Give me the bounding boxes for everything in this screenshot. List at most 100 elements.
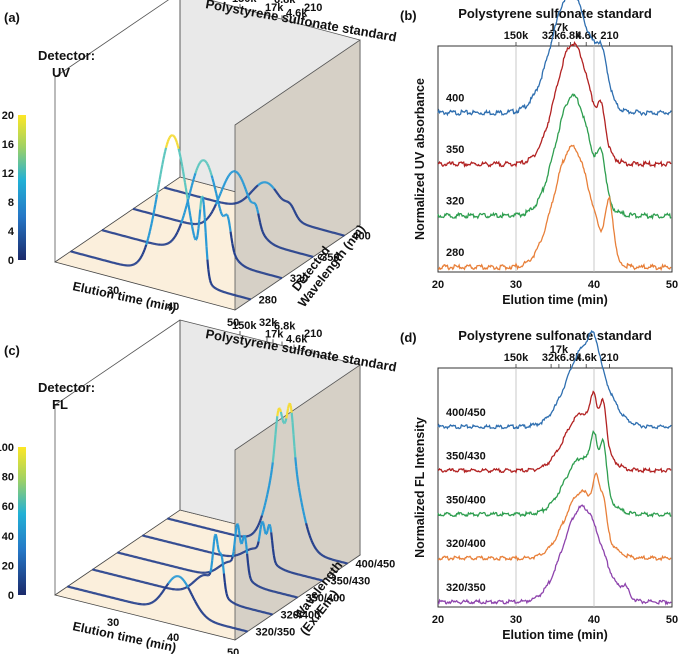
series-segment	[183, 182, 187, 189]
series-segment	[162, 155, 166, 160]
series-segment	[213, 185, 217, 190]
series-segment	[258, 183, 261, 186]
series-segment	[231, 601, 234, 604]
series-segment	[199, 609, 203, 613]
series-segment	[207, 215, 211, 218]
series-segment	[268, 523, 272, 527]
mw-label: 17k	[265, 2, 284, 14]
series-segment	[157, 178, 161, 185]
series-segment	[177, 227, 181, 231]
series-segment	[216, 566, 219, 569]
series-segment	[141, 251, 145, 255]
series-segment	[176, 144, 180, 149]
series-segment	[276, 410, 280, 417]
series-segment	[157, 595, 161, 599]
series-segment	[189, 582, 193, 586]
series-segment	[156, 184, 160, 190]
series-320/350	[67, 575, 248, 633]
series-segment	[229, 599, 232, 603]
series-segment	[278, 566, 281, 569]
series-segment	[246, 193, 250, 197]
x-axis-label: Elution time (min)	[71, 619, 177, 654]
series-segment	[152, 600, 155, 603]
series-segment	[249, 199, 252, 203]
series-segment	[233, 535, 237, 545]
series-segment	[241, 536, 245, 542]
series-segment	[139, 255, 143, 259]
series-segment	[199, 160, 202, 164]
series-segment	[181, 166, 185, 172]
series-segment	[274, 424, 278, 435]
series-segment	[227, 174, 231, 177]
series-segment	[219, 191, 223, 195]
series-segment	[236, 523, 239, 526]
series-segment	[212, 285, 215, 288]
series-segment	[213, 286, 216, 289]
series-segment	[268, 182, 271, 186]
series-segment	[191, 178, 195, 183]
mw-label: 210	[304, 328, 322, 340]
series-segment	[201, 195, 204, 198]
series-segment	[240, 263, 243, 266]
y-axis-label: Normalized FL Intensity	[413, 417, 427, 558]
series-segment	[139, 256, 142, 260]
series-segment	[269, 184, 273, 187]
series-segment	[173, 575, 176, 579]
series-segment	[180, 161, 184, 167]
series-segment	[298, 492, 302, 499]
series-segment	[207, 617, 210, 620]
mw-label: 32k	[259, 317, 278, 329]
y-axis-label: Normalized UV absorbance	[413, 78, 427, 240]
series-segment	[251, 532, 254, 535]
series-segment	[253, 529, 257, 532]
series-segment	[163, 586, 167, 590]
series-segment	[243, 534, 247, 538]
series-segment	[209, 212, 213, 216]
series-segment	[265, 493, 269, 499]
series-segment	[225, 593, 229, 598]
series-segment	[299, 497, 303, 503]
series-segment	[257, 535, 261, 542]
series-350/430	[142, 520, 323, 582]
colorbar-tick: 8	[8, 197, 14, 209]
series-segment	[208, 169, 212, 173]
series-segment	[233, 251, 237, 256]
series-segment	[175, 231, 179, 235]
series-segment	[255, 544, 259, 548]
series-segment	[292, 207, 295, 211]
series-segment	[183, 580, 187, 584]
series-segment	[140, 253, 144, 257]
series-segment	[253, 202, 257, 205]
series-segment	[300, 220, 303, 224]
series-segment	[270, 185, 274, 188]
colorbar-tick: 40	[2, 531, 14, 543]
series-segment	[172, 576, 175, 580]
series-segment	[160, 164, 164, 170]
series-segment	[137, 259, 140, 262]
series-segment	[224, 588, 228, 595]
series-segment	[168, 580, 171, 583]
x-tick: 40	[167, 632, 179, 644]
series-segment	[322, 554, 325, 558]
series-segment	[262, 505, 266, 510]
series-segment	[255, 185, 258, 188]
series-segment	[226, 175, 230, 179]
series-segment	[196, 577, 199, 580]
series-segment	[237, 524, 241, 531]
series-segment	[178, 152, 182, 158]
series-segment	[226, 216, 230, 221]
colorbar-tick: 12	[2, 168, 14, 180]
series-segment	[149, 223, 153, 228]
series-segment	[155, 597, 159, 600]
series-segment	[256, 209, 260, 214]
series-segment	[229, 171, 233, 175]
series-segment	[190, 594, 194, 597]
series-label: 280	[446, 247, 464, 259]
series-280	[70, 134, 251, 301]
series-segment	[259, 182, 262, 185]
series-segment	[211, 209, 215, 213]
wavelength-tick: 350/430	[331, 576, 371, 588]
series-segment	[288, 202, 292, 205]
series-segment	[166, 582, 170, 586]
series-segment	[247, 196, 251, 200]
